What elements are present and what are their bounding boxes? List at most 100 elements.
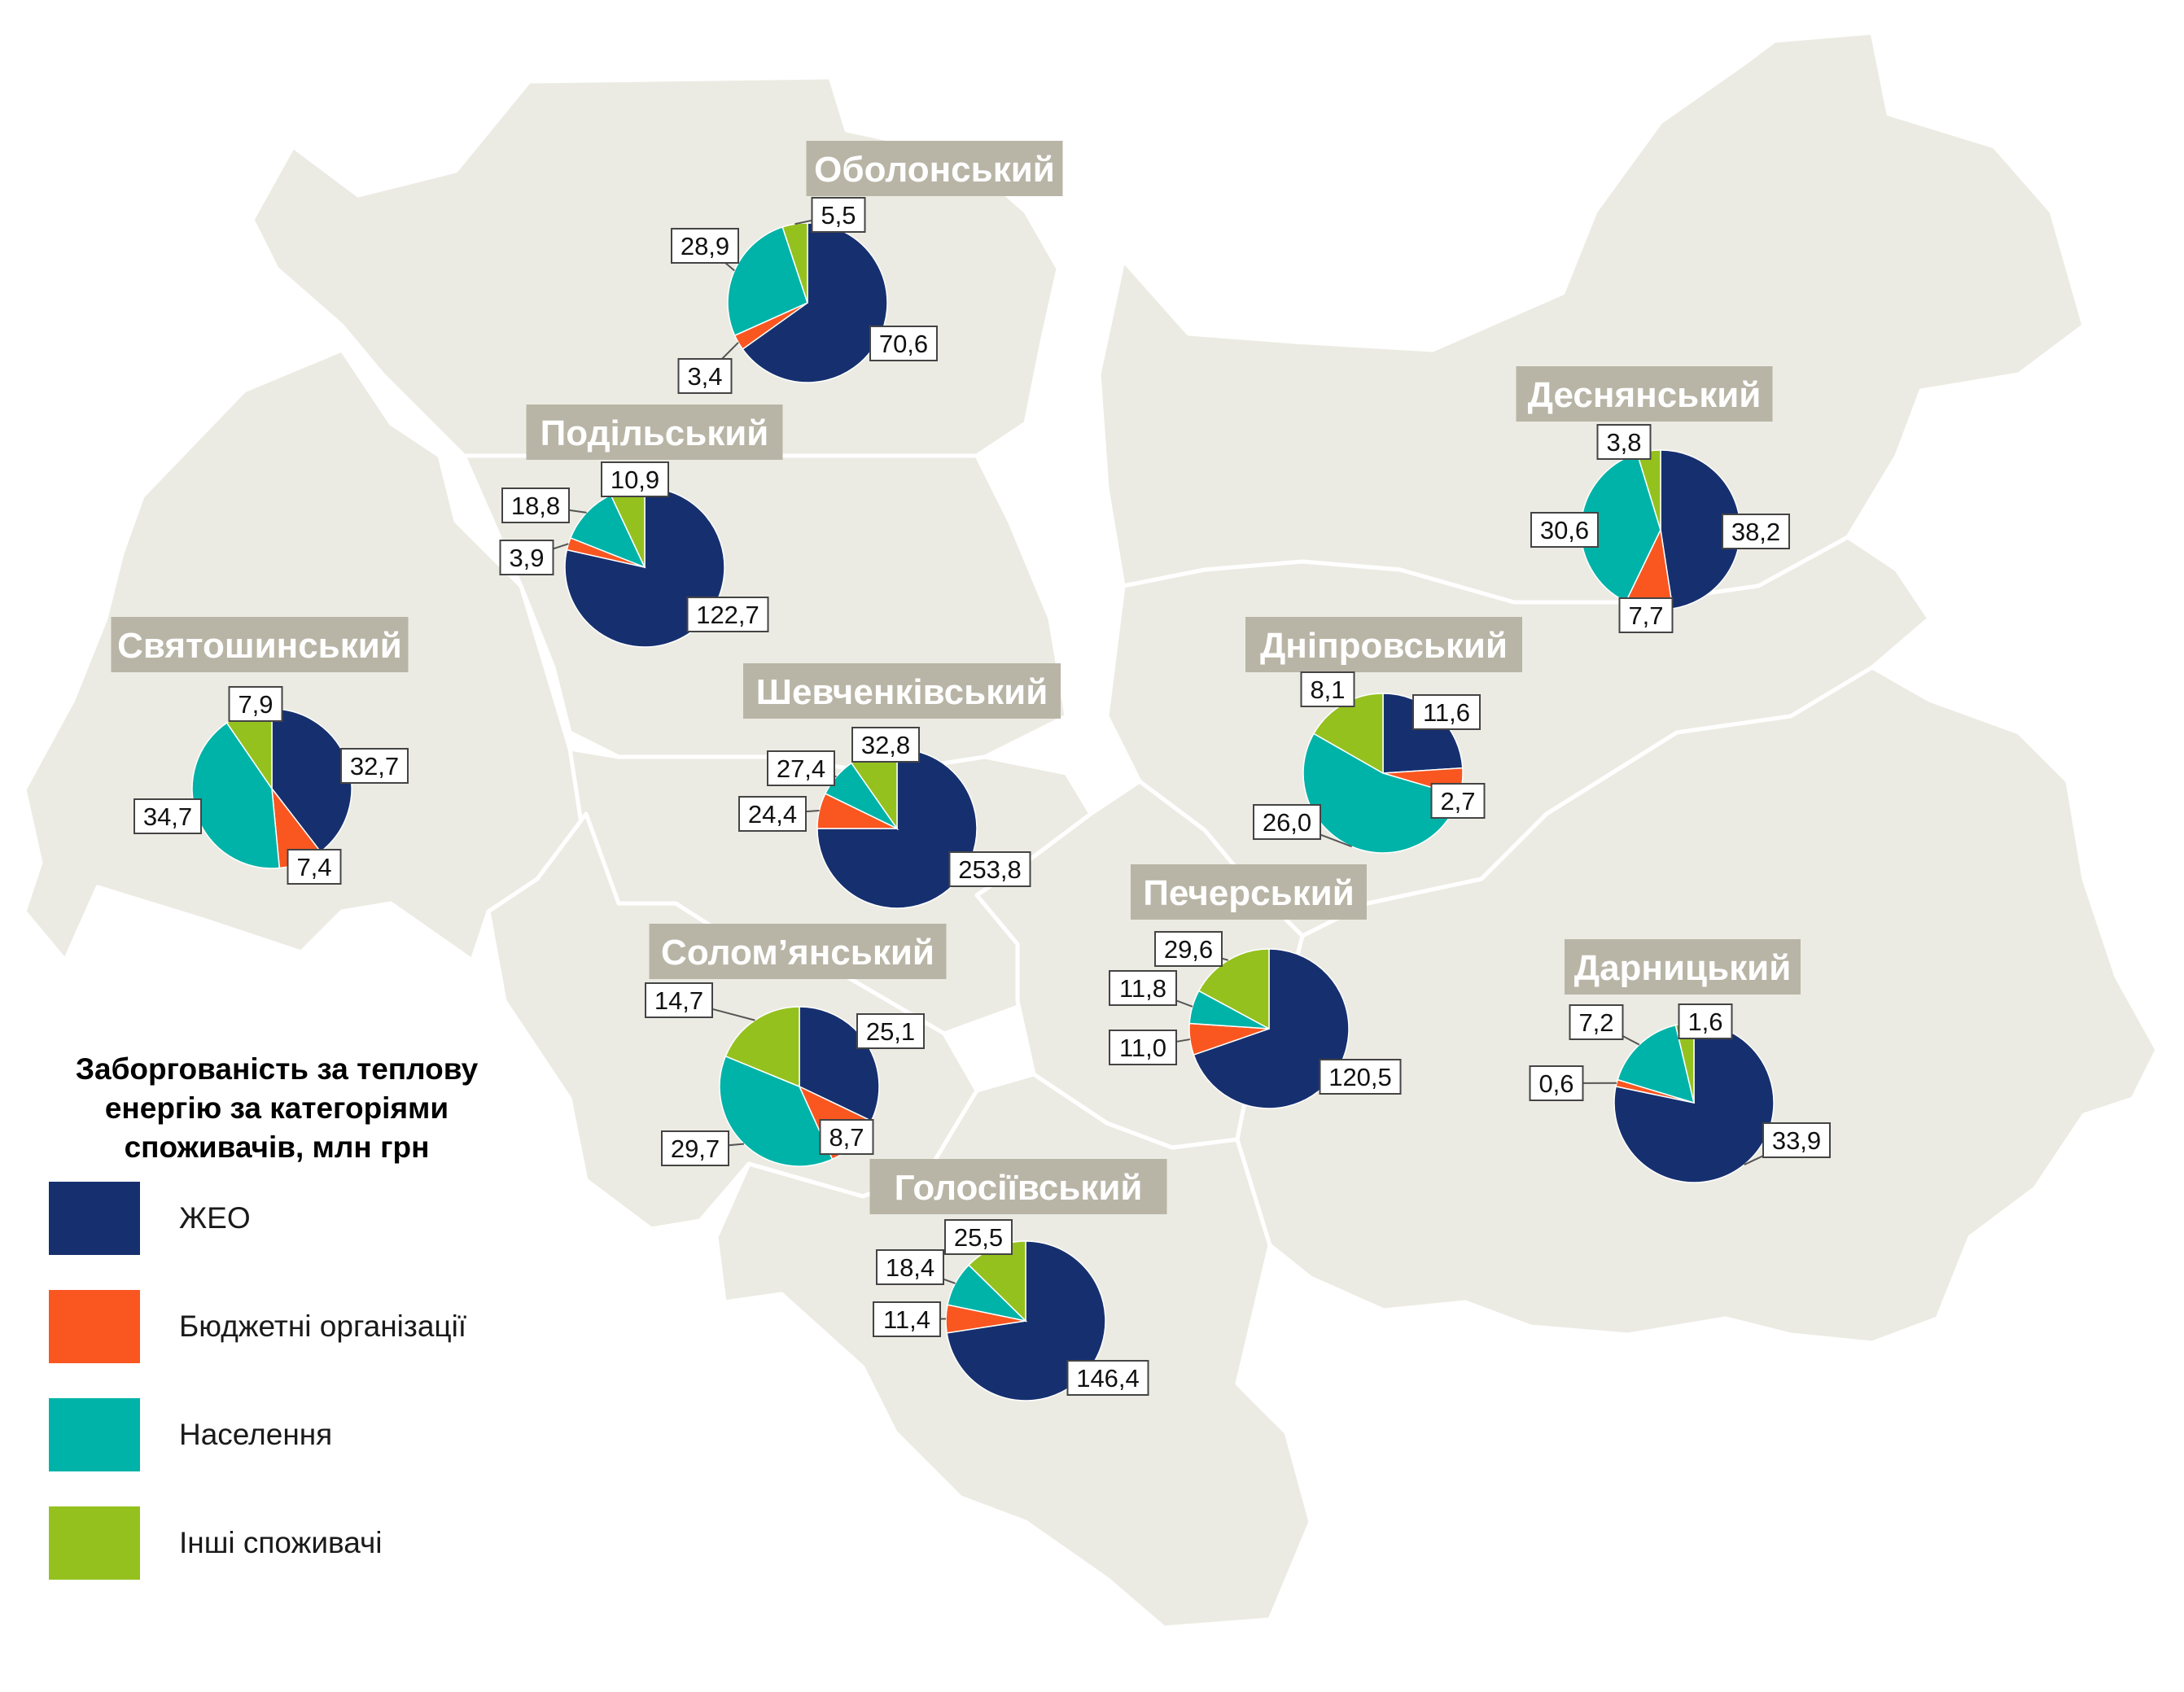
data-label-box	[1319, 1059, 1402, 1095]
district-name-label: Святошинський	[111, 617, 409, 672]
district-name-box	[111, 617, 409, 672]
district-name-box	[806, 141, 1063, 196]
data-label-box	[287, 849, 342, 885]
data-label-other: 25,5	[954, 1223, 1003, 1252]
data-label-zheo: 32,7	[350, 752, 399, 780]
district-name-label: Солом’янський	[649, 924, 947, 979]
district-name-label: Шевченківський	[743, 663, 1061, 719]
data-label-zheo: 38,2	[1731, 518, 1780, 546]
data-label-zheo: 120,5	[1328, 1063, 1392, 1091]
data-label-box	[671, 228, 739, 264]
data-label-box	[661, 1130, 729, 1166]
data-label-other: 32,8	[861, 731, 910, 759]
data-label-other: 8,1	[1310, 675, 1345, 704]
data-label-box	[876, 1249, 944, 1285]
district-name-label: Оболонський	[806, 141, 1063, 196]
district-name: Солом’янський	[661, 933, 934, 973]
data-label-box	[1412, 694, 1481, 730]
data-label-box	[1762, 1122, 1831, 1158]
data-label-box	[601, 461, 669, 497]
legend-swatch	[49, 1182, 140, 1255]
data-label-box	[1722, 514, 1790, 549]
data-label-population: 7,2	[1578, 1008, 1613, 1037]
data-label-other: 1,6	[1687, 1008, 1722, 1036]
data-label-box	[228, 686, 283, 722]
data-label-box	[1300, 671, 1355, 707]
district-name-label: Деснянський	[1516, 366, 1773, 422]
data-label-budget: 3,9	[509, 544, 544, 572]
district-name: Оболонський	[814, 150, 1055, 190]
district-name-box	[1131, 864, 1367, 920]
legend-title-line: енергію за категоріями	[104, 1091, 449, 1125]
data-label-population: 28,9	[681, 232, 729, 260]
data-label-box	[340, 748, 409, 784]
data-label-population: 30,6	[1540, 516, 1589, 544]
data-label-box	[738, 796, 807, 832]
data-label-box	[1678, 1003, 1733, 1039]
data-label-other: 7,9	[238, 690, 273, 719]
data-label-population: 11,8	[1119, 974, 1166, 1003]
data-label-budget: 0,6	[1538, 1069, 1573, 1098]
district-name: Дарницький	[1574, 948, 1792, 988]
data-label-zheo: 33,9	[1772, 1126, 1821, 1155]
data-label-box	[686, 597, 769, 632]
pie-slice-population	[1617, 1024, 1696, 1104]
district-name: Деснянський	[1528, 375, 1762, 415]
data-label-box	[819, 1119, 874, 1155]
data-label-population: 34,7	[143, 802, 192, 831]
district-name: Голосіївський	[895, 1168, 1143, 1208]
legend-item-budget: Бюджетні організації	[49, 1290, 537, 1363]
data-label-box	[944, 1219, 1013, 1255]
data-label-box	[869, 326, 938, 361]
district-pie: 146,4 11,4 18,4 25,5	[873, 1219, 1149, 1401]
data-label-other: 29,6	[1164, 935, 1213, 964]
data-label-zheo: 25,1	[866, 1017, 915, 1046]
district-name: Печерський	[1143, 873, 1355, 913]
data-label-box	[501, 487, 570, 523]
data-label-box	[1066, 1360, 1149, 1396]
data-label-box	[948, 851, 1031, 887]
data-label-box	[1154, 931, 1223, 967]
district-pie: 38,2 7,7 30,6 3,8	[1530, 424, 1790, 633]
data-label-budget: 7,7	[1628, 601, 1663, 630]
district-name-label: Печерський	[1131, 864, 1367, 920]
data-label-zheo: 253,8	[958, 855, 1022, 884]
district-name-label: Подільський	[526, 404, 783, 460]
district-name-box	[1516, 366, 1773, 422]
pie-slice-other	[724, 1006, 800, 1088]
data-label-population: 18,8	[511, 492, 560, 520]
district-name: Дніпровський	[1260, 626, 1508, 666]
pie-slice-other	[781, 222, 808, 304]
data-label-box	[1530, 512, 1599, 548]
legend-item-zheo: ЖЕО	[49, 1182, 537, 1255]
district-pie: 32,7 7,4 34,7 7,9	[133, 686, 409, 885]
data-label-budget: 8,7	[829, 1123, 864, 1152]
data-label-box	[767, 750, 835, 786]
district-name-label: Дніпровський	[1245, 617, 1522, 672]
data-label-box	[873, 1301, 941, 1337]
data-label-box	[1596, 424, 1652, 460]
legend-item-population: Населення	[49, 1398, 537, 1471]
district-name-label: Дарницький	[1565, 939, 1801, 995]
legend-title-line: споживачів, млн грн	[124, 1130, 430, 1164]
district-name-box	[1565, 939, 1801, 995]
district-names-layer: Оболонський Подільський Святошинський Шевче…	[111, 141, 1801, 1214]
data-label-box	[1109, 970, 1177, 1006]
district-name-box	[743, 663, 1061, 719]
legend-swatch	[49, 1506, 140, 1580]
data-label-box	[1109, 1030, 1177, 1065]
data-label-box	[645, 982, 713, 1018]
legend-title: Заборгованість за теплову енергію за кат…	[49, 1050, 505, 1167]
district-pie: 120,5 11,0 11,8 29,6	[1109, 931, 1402, 1109]
data-label-box	[499, 540, 554, 575]
legend-title-line: Заборгованість за теплову	[75, 1052, 479, 1086]
data-label-population: 18,4	[886, 1253, 934, 1282]
data-label-other: 14,7	[654, 986, 703, 1015]
data-label-box	[851, 727, 920, 763]
pie-slice-population	[1302, 732, 1460, 854]
data-label-box	[1529, 1065, 1584, 1101]
pie-charts-layer: 70,6 3,4 28,9 5,5 122,7 3,9 18,8 10,9 32,7 7,4 34,…	[133, 197, 1831, 1401]
data-label-zheo: 146,4	[1076, 1364, 1140, 1393]
district-name-box	[869, 1159, 1167, 1214]
legend-label: Інші споживачі	[179, 1526, 383, 1559]
